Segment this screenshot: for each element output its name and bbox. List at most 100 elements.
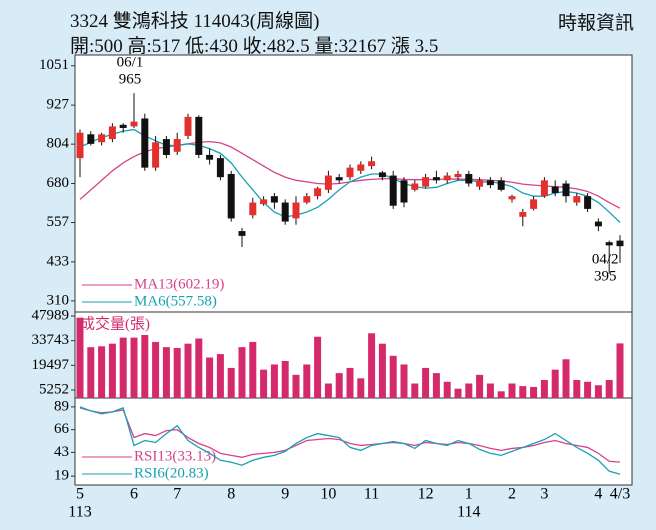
volume-bar (368, 333, 376, 398)
candle-body (378, 172, 386, 178)
x-tick-label: 1 (465, 486, 473, 503)
volume-bar (594, 385, 602, 398)
x-tick-label: 2 (508, 486, 516, 503)
y-tick-label: 33743 (32, 332, 70, 348)
y-tick-label: 310 (47, 292, 70, 308)
volume-bar (173, 348, 181, 398)
y-tick-label: 680 (47, 175, 70, 191)
panel-title: 成交量(張) (80, 314, 150, 332)
annotation-value: 965 (119, 72, 142, 88)
candle-body (195, 116, 203, 155)
volume-bar (616, 343, 624, 398)
candle-body (443, 175, 451, 181)
candle-body (216, 158, 224, 178)
y-tick-label: 43 (54, 444, 69, 460)
volume-bar (476, 374, 484, 398)
volume-bar (216, 354, 224, 398)
legend-label: MA13(602.19) (134, 276, 224, 292)
candle-body (605, 242, 613, 246)
volume-bar (465, 383, 473, 398)
candle-body (508, 196, 516, 200)
x-tick-label: 8 (227, 486, 235, 503)
candle-body (227, 173, 235, 219)
y-tick-label: 927 (47, 97, 70, 113)
x-tick-label: 5 (76, 486, 84, 503)
volume-bar (540, 380, 548, 398)
volume-bar (378, 343, 386, 398)
candle-body (238, 231, 246, 236)
candle-body (76, 132, 84, 159)
volume-bar (314, 336, 322, 398)
volume-bar (324, 383, 332, 398)
candle-body (530, 199, 538, 209)
volume-bar (411, 383, 419, 398)
volume-bar (519, 386, 527, 398)
x-tick-label: 11 (364, 486, 379, 503)
x-tick-label: 6 (130, 486, 138, 503)
candle-body (584, 196, 592, 209)
year-label: 113 (68, 504, 91, 521)
candle-body (411, 183, 419, 190)
annotation-date: 06/1 (117, 55, 144, 71)
legend-label: RSI13(33.13) (134, 448, 216, 464)
volume-bar (357, 378, 365, 398)
annotation-date: 04/2 (592, 251, 619, 267)
volume-bar (584, 381, 592, 398)
annotation-value: 395 (594, 268, 617, 284)
legend-label: MA6(557.58) (134, 293, 217, 309)
candle-body (249, 202, 257, 216)
volume-bar (119, 337, 127, 398)
y-tick-label: 19 (54, 468, 69, 484)
volume-bar (443, 381, 451, 398)
volume-bar (400, 364, 408, 398)
line (79, 406, 621, 475)
candle-body (540, 180, 548, 197)
y-tick-label: 1051 (39, 57, 69, 73)
volume-bar (162, 347, 170, 398)
candle-body (400, 180, 408, 203)
volume-bar (260, 369, 268, 398)
volume-bar (281, 360, 289, 398)
candle-body (130, 121, 138, 127)
volume-bar (605, 380, 613, 398)
candle-body (357, 164, 365, 171)
candle-body (292, 202, 300, 219)
y-tick-label: 433 (47, 253, 70, 269)
candle-body (141, 118, 149, 168)
volume-bar (346, 367, 354, 398)
candle-body (162, 139, 170, 155)
candle-body (519, 212, 527, 217)
volume-bar (508, 383, 516, 398)
volume-bar (98, 346, 106, 398)
volume-bar (422, 367, 430, 398)
volume-bar (389, 355, 397, 398)
volume-bar (432, 373, 440, 398)
candle-body (173, 139, 181, 152)
legend-label: RSI6(20.83) (134, 465, 209, 481)
volume-bar (238, 347, 246, 398)
x-tick-label: 9 (281, 486, 289, 503)
volume-bar (184, 343, 192, 398)
candle-body (486, 180, 494, 186)
volume-bar (76, 317, 84, 398)
y-tick-label: 89 (54, 398, 69, 414)
candle-body (314, 188, 322, 197)
y-tick-label: 5252 (39, 381, 69, 397)
source: 時報資訊 (557, 13, 634, 34)
candle-body (335, 177, 343, 181)
y-tick-label: 47989 (32, 307, 70, 323)
candle-body (108, 126, 116, 140)
volume-bar (130, 337, 138, 398)
candle-body (303, 196, 311, 203)
volume-bar (335, 373, 343, 398)
volume-bar (249, 341, 257, 398)
candle-body (551, 186, 559, 194)
x-tick-label: 4 (594, 486, 602, 503)
candle-body (260, 199, 268, 205)
x-tick-label: 12 (418, 486, 434, 503)
volume-bar (152, 341, 160, 398)
candle-body (594, 221, 602, 227)
volume-bar (141, 335, 149, 398)
x-tick-label: 4/3 (610, 486, 630, 503)
candle-body (454, 173, 462, 178)
